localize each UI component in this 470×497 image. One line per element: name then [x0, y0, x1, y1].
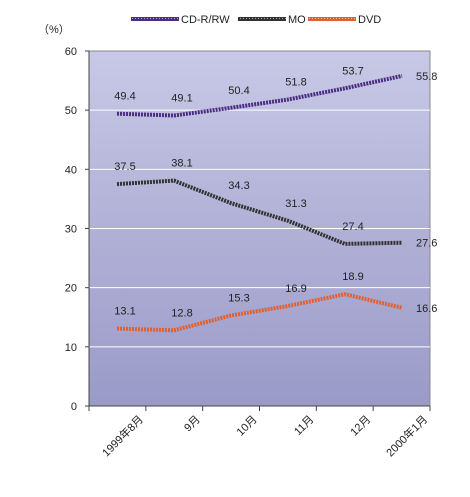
gridlines [89, 109, 430, 348]
legend-item-mo: MO [238, 14, 306, 26]
legend-label-dvd: DVD [358, 14, 381, 26]
y-tick-label: 40 [65, 164, 77, 176]
series-line-dvd [116, 292, 403, 333]
series-lines [116, 73, 403, 333]
data-label: 31.3 [285, 198, 306, 210]
y-tick-label: 0 [71, 401, 77, 413]
legend-swatch-dvd [308, 17, 356, 21]
data-label: 53.7 [342, 65, 363, 77]
data-label: 12.8 [171, 307, 192, 319]
data-label: 37.5 [114, 161, 135, 173]
data-label: 15.3 [228, 292, 249, 304]
legend-swatch-mo [238, 17, 286, 21]
x-tick-label: 11月 [292, 414, 316, 438]
data-label: 18.9 [342, 271, 363, 283]
x-tick-label: 9月 [182, 414, 203, 435]
legend-item-dvd: DVD [308, 14, 381, 26]
data-label: 49.4 [114, 91, 135, 103]
y-tick-label: 50 [65, 105, 77, 117]
x-tick-label: 12月 [348, 414, 373, 439]
data-labels: 49.4 49.1 50.4 51.8 53.7 55.8 37.5 38.1 34.3 31.3… [114, 65, 437, 319]
data-label: 34.3 [228, 180, 249, 192]
y-tick-label: 10 [65, 342, 77, 354]
data-label: 13.1 [114, 305, 135, 317]
x-tick-label: 10月 [235, 414, 260, 439]
x-tick-label: 2000年1月 [383, 412, 430, 459]
series-line-mo [116, 178, 403, 246]
data-label: 55.8 [416, 71, 437, 83]
data-label: 27.6 [416, 238, 437, 250]
legend: CD-R/RW MO DVD [131, 14, 381, 26]
legend-label-mo: MO [288, 14, 306, 26]
legend-swatch-cd-rw [131, 17, 179, 21]
data-label: 38.1 [171, 158, 192, 170]
data-label: 51.8 [285, 77, 306, 89]
data-label: 50.4 [228, 85, 249, 97]
data-label: 49.1 [171, 92, 192, 104]
data-label: 16.6 [416, 303, 437, 315]
data-label: 27.4 [342, 221, 363, 233]
y-tick-label: 60 [65, 46, 77, 58]
y-tick-label: 30 [65, 224, 77, 236]
legend-label-cd-rw: CD-R/RW [181, 14, 230, 26]
y-unit-label: （%） [38, 23, 70, 36]
legend-item-cd-rw: CD-R/RW [131, 14, 230, 26]
data-label: 16.9 [285, 283, 306, 295]
x-tick-label: 1999年8月 [99, 412, 146, 459]
y-tick-label: 20 [65, 283, 77, 295]
